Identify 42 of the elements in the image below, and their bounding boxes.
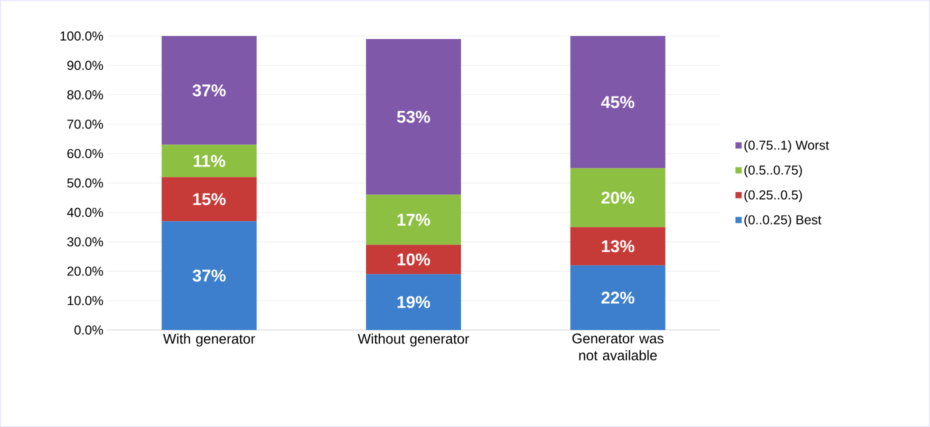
x-tick-label: Generator was not available <box>572 334 664 360</box>
x-tick-label: With generator <box>163 334 256 347</box>
data-label: 45% <box>601 96 634 108</box>
bar <box>570 265 666 330</box>
bar <box>570 227 666 266</box>
y-tick-label: 20.0% <box>67 266 104 276</box>
legend-label: (0..0.25) Best <box>744 214 822 227</box>
bar <box>162 144 257 178</box>
bar <box>162 177 257 222</box>
y-tick-label: 70.0% <box>67 120 104 129</box>
y-tick-label: 60.0% <box>67 149 104 158</box>
y-tick-label: 30.0% <box>67 237 104 246</box>
data-label: 17% <box>398 214 430 226</box>
y-tick-label: 0.0% <box>74 325 104 335</box>
data-label: 19% <box>398 296 430 308</box>
data-label: 53% <box>397 110 430 123</box>
data-label: 20% <box>601 192 634 204</box>
bar <box>162 36 257 145</box>
data-label: 22% <box>601 292 634 304</box>
y-tick-label: 80.0% <box>67 90 104 100</box>
data-label: 13% <box>602 240 634 252</box>
data-label: 37% <box>192 84 226 96</box>
data-label: 11% <box>194 154 226 167</box>
legend-label: (0.5..0.75) <box>744 165 802 178</box>
legend-label: (0.25..0.5) <box>744 190 802 202</box>
bar <box>366 244 462 274</box>
bar <box>366 274 462 330</box>
y-tick-label: 50.0% <box>67 178 104 188</box>
y-tick-label: 10.0% <box>68 296 104 306</box>
bar <box>570 168 666 228</box>
data-label: 37% <box>192 270 226 282</box>
data-label: 10% <box>398 253 430 266</box>
legend-label: (0.75..1) Worst <box>744 140 829 152</box>
bar <box>366 194 462 245</box>
x-tick-label: Without generator <box>358 334 470 347</box>
bar <box>162 221 257 330</box>
y-tick-label: 100.0% <box>60 31 104 41</box>
y-tick-label: 90.0% <box>67 60 104 70</box>
bar <box>366 38 462 195</box>
bar <box>570 36 666 168</box>
y-tick-label: 40.0% <box>67 208 104 217</box>
data-label: 15% <box>193 193 226 206</box>
